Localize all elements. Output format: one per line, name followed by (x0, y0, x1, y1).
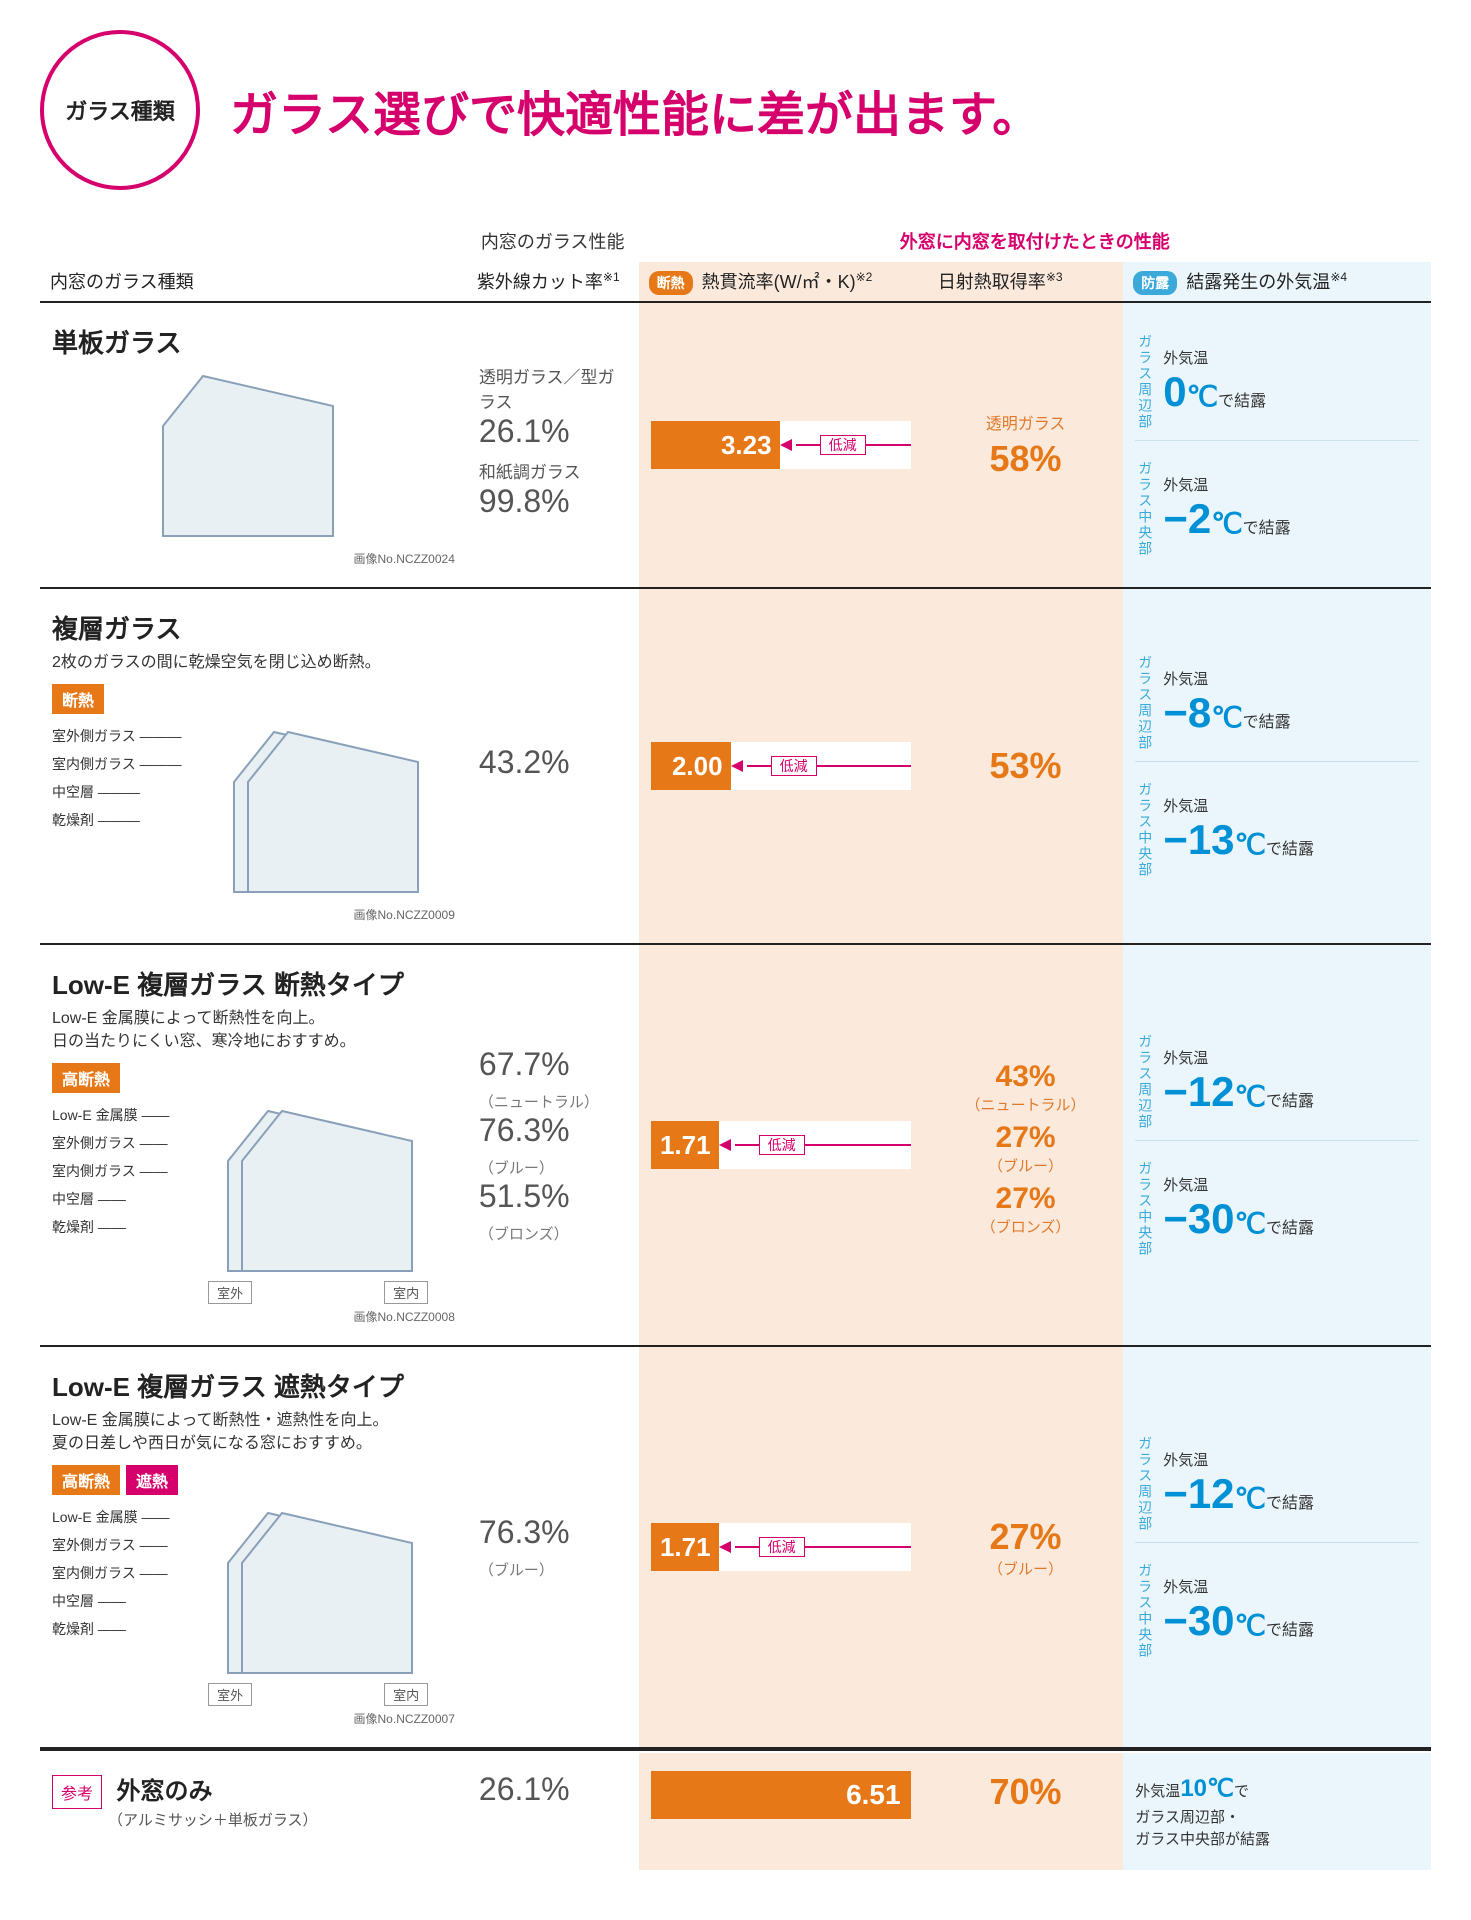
comparison-table: 内窓のガラス性能 外窓に内窓を取付けたときの性能 内窓のガラス種類 紫外線カット… (40, 220, 1431, 1870)
zone-label: ガラス中央部 (1135, 1563, 1155, 1659)
image-number: 画像No.NCZZ0007 (354, 1710, 455, 1727)
zone-label: ガラス周辺部 (1135, 1436, 1155, 1532)
col-heat-flow: 熱貫流率(W/㎡・K) (702, 272, 856, 292)
uv-cut-block: 透明ガラス／型ガラス26.1%和紙調ガラス99.8% (479, 363, 627, 520)
col-uv-cut: 紫外線カット率 (477, 272, 603, 292)
zone-label: ガラス周辺部 (1135, 655, 1155, 751)
pill-condensation: 防露 (1133, 271, 1177, 295)
glass-desc: Low-E 金属膜によって断熱性を向上。日の当たりにくい窓、寒冷地におすすめ。 (52, 1008, 455, 1053)
glass-diagram: 画像No.NCZZ0009 (194, 722, 455, 923)
ref-condensation: 外気温10℃で ガラス周辺部・ ガラス中央部が結露 (1135, 1771, 1419, 1852)
zone-label: ガラス周辺部 (1135, 1034, 1155, 1130)
zone-label: ガラス周辺部 (1135, 334, 1155, 430)
solar-gain-block: 27%（ブルー） (940, 1516, 1111, 1579)
header: ガラス種類 ガラス選びで快適性能に差が出ます。 (40, 30, 1431, 190)
image-number: 画像No.NCZZ0024 (354, 550, 455, 567)
ref-heat-bar: 6.51 (651, 1771, 911, 1819)
glass-part-labels: Low-E 金属膜 ――室外側ガラス ――室内側ガラス ――中空層 ――乾燥剤 … (52, 1503, 169, 1643)
col-solar: 日射熱取得率 (938, 272, 1046, 292)
glass-desc: Low-E 金属膜によって断熱性・遮熱性を向上。夏の日差しや西日が気になる窓にお… (52, 1410, 455, 1455)
heat-flow-bar: 1.71 低減 (651, 1121, 911, 1169)
reduce-label: 低減 (759, 1537, 805, 1557)
solar-gain-block: 透明ガラス58% (940, 410, 1111, 480)
glass-part-labels: Low-E 金属膜 ――室外側ガラス ――室内側ガラス ――中空層 ――乾燥剤 … (52, 1101, 169, 1241)
glass-diagram: 画像No.NCZZ0024 (52, 366, 455, 567)
hdr-outer-performance: 外窓に内窓を取付けたときの性能 (639, 220, 1431, 262)
uv-cut-block: 67.7%（ニュートラル）76.3%（ブルー）51.5%（ブロンズ） (479, 1046, 627, 1244)
heat-flow-bar: 1.71 低減 (651, 1523, 911, 1571)
tag: 高断熱 (52, 1465, 120, 1495)
condensation-block: ガラス周辺部 外気温 0℃で結露 ガラス中央部 外気温 −2℃で結露 (1135, 324, 1419, 567)
col-glass-type: 内窓のガラス種類 (50, 272, 194, 292)
glass-desc: 2枚のガラスの間に乾燥空気を閉じ込め断熱。 (52, 652, 455, 674)
zone-label: ガラス中央部 (1135, 461, 1155, 557)
ref-sublabel: （アルミサッシ＋単板ガラス） (108, 1812, 318, 1829)
image-number: 画像No.NCZZ0009 (354, 906, 455, 923)
reduce-label: 低減 (820, 435, 866, 455)
glass-title: 単板ガラス (52, 323, 455, 360)
tag: 断熱 (52, 684, 104, 714)
main-title: ガラス選びで快適性能に差が出ます。 (230, 75, 1040, 145)
glass-diagram: 室外室内 画像No.NCZZ0008 (181, 1101, 454, 1325)
ref-uv: 26.1% (479, 1771, 627, 1808)
condensation-block: ガラス周辺部 外気温 −12℃で結露 ガラス中央部 外気温 −30℃で結露 (1135, 1024, 1419, 1267)
glass-title: Low-E 複層ガラス 断熱タイプ (52, 965, 455, 1002)
pill-heat: 断熱 (649, 271, 693, 295)
glass-diagram: 室外室内 画像No.NCZZ0007 (181, 1503, 454, 1727)
hdr-inner-performance: 内窓のガラス性能 (467, 220, 639, 262)
solar-gain-block: 43%（ニュートラル）27%（ブルー）27%（ブロンズ） (940, 1060, 1111, 1237)
uv-cut-block: 76.3%（ブルー） (479, 1514, 627, 1580)
solar-gain-block: 53% (940, 745, 1111, 787)
heat-flow-bar: 3.23 低減 (651, 421, 911, 469)
glass-title: 複層ガラス (52, 609, 455, 646)
glass-title: Low-E 複層ガラス 遮熱タイプ (52, 1367, 455, 1404)
condensation-block: ガラス周辺部 外気温 −8℃で結露 ガラス中央部 外気温 −13℃で結露 (1135, 645, 1419, 888)
zone-label: ガラス中央部 (1135, 1161, 1155, 1257)
col-condensation: 結露発生の外気温 (1186, 272, 1330, 292)
heat-flow-bar: 2.00 低減 (651, 742, 911, 790)
uv-cut-block: 43.2% (479, 744, 627, 781)
tag: 遮熱 (126, 1465, 178, 1495)
tag: 高断熱 (52, 1063, 120, 1093)
zone-label: ガラス中央部 (1135, 782, 1155, 878)
reduce-label: 低減 (771, 756, 817, 776)
badge-glass-type: ガラス種類 (40, 30, 200, 190)
glass-part-labels: 室外側ガラス ―――室内側ガラス ―――中空層 ―――乾燥剤 ――― (52, 722, 182, 834)
image-number: 画像No.NCZZ0008 (354, 1308, 455, 1325)
condensation-block: ガラス周辺部 外気温 −12℃で結露 ガラス中央部 外気温 −30℃で結露 (1135, 1426, 1419, 1669)
ref-label: 外窓のみ (116, 1778, 212, 1805)
reduce-label: 低減 (759, 1135, 805, 1155)
ref-solar: 70% (940, 1771, 1111, 1813)
ref-badge: 参考 (52, 1775, 102, 1809)
